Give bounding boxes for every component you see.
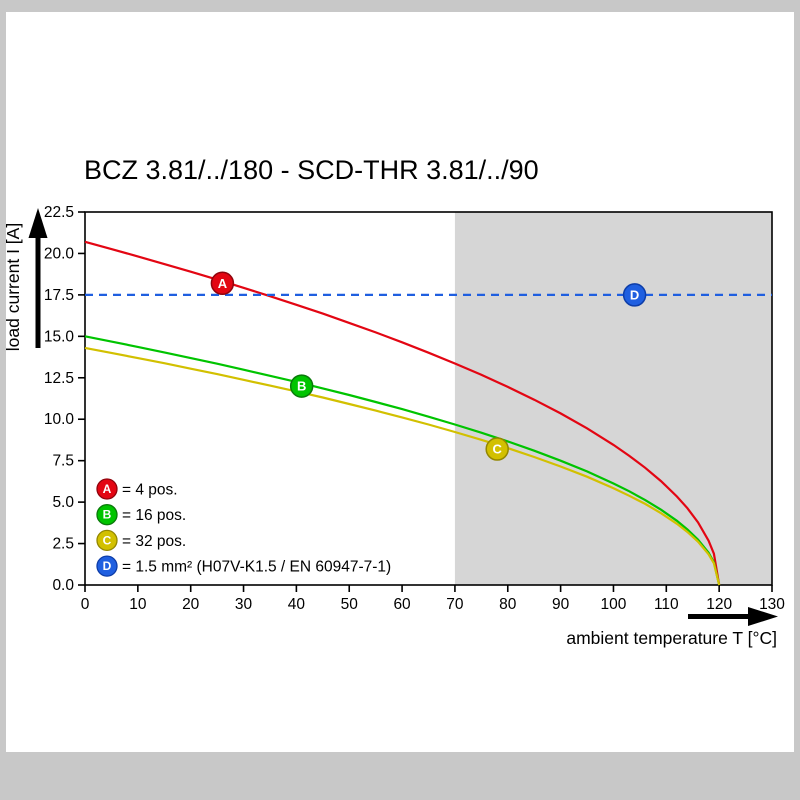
legend-item-B: B = 16 pos. (96, 504, 186, 526)
x-tick-label: 50 (341, 596, 359, 613)
x-tick-label: 20 (182, 596, 200, 613)
legend-B-letter: B (103, 508, 112, 522)
y-tick-label: 15.0 (44, 328, 75, 345)
series-B-curve (84, 335, 721, 586)
y-tick-label: 12.5 (44, 370, 74, 387)
marker-C-letter: C (493, 442, 503, 457)
legend-C-circle (96, 529, 118, 552)
marker-A-circle (210, 271, 235, 296)
shaded-region (454, 212, 772, 585)
legend-D-letter: D (103, 559, 112, 573)
marker-D: D (622, 283, 647, 307)
legend-B-label: = 16 pos. (122, 507, 186, 524)
marker-A: A (210, 271, 235, 296)
x-tick-label: 100 (601, 596, 627, 613)
y-tick-label: 22.5 (44, 204, 74, 221)
marker-B-letter: B (297, 379, 306, 394)
x-tick-label: 10 (129, 596, 147, 613)
x-tick-label: 0 (81, 596, 90, 613)
marker-D-letter: D (630, 287, 639, 302)
x-tick-label: 120 (706, 596, 732, 613)
x-axis-arrow-head (748, 607, 778, 626)
legend-D-label: = 1.5 mm² (H07V-K1.5 / EN 60947-7-1) (122, 559, 391, 576)
x-axis-arrow-shaft (688, 614, 750, 619)
plot-frame (84, 211, 773, 586)
legend-A-circle (96, 478, 118, 500)
legend-A-label: = 4 pos. (122, 482, 178, 499)
marker-B-circle (289, 374, 314, 398)
x-tick-label: 110 (654, 596, 679, 613)
y-tick-label: 10.0 (44, 411, 75, 428)
y-axis-arrow-head (28, 208, 48, 238)
x-tick-label: 40 (288, 596, 306, 613)
y-tick-label: 20.0 (44, 245, 75, 262)
marker-A-letter: A (218, 276, 228, 291)
chart-title: BCZ 3.81/../180 - SCD-THR 3.81/../90 (84, 155, 539, 185)
y-tick-label: 0.0 (52, 577, 74, 594)
x-tick-label: 90 (552, 596, 570, 613)
marker-B: B (289, 374, 314, 398)
x-tick-label: 80 (499, 596, 517, 613)
legend-D-circle (96, 555, 118, 577)
x-tick-label: 70 (446, 596, 464, 613)
legend-item-A: A = 4 pos. (96, 478, 178, 500)
marker-C-circle (485, 437, 509, 461)
marker-C: C (485, 437, 509, 461)
x-axis-title: ambient temperature T [°C] (566, 628, 777, 648)
x-tick-label: 130 (759, 596, 785, 613)
legend-A-letter: A (103, 482, 112, 496)
legend-C-label: = 32 pos. (122, 533, 186, 550)
y-tick-label: 7.5 (52, 453, 74, 470)
x-tick-label: 60 (393, 596, 411, 613)
legend-C-letter: C (103, 533, 112, 547)
y-tick-label: 17.5 (44, 287, 74, 304)
series-C-curve (84, 346, 721, 586)
y-tick-label: 5.0 (52, 494, 74, 511)
legend-B-circle (96, 504, 118, 526)
marker-D-circle (622, 283, 647, 307)
legend-item-D: D = 1.5 mm² (H07V-K1.5 / EN 60947-7-1) (96, 555, 391, 577)
x-tick-label: 30 (235, 596, 253, 613)
y-axis-arrow-shaft (35, 236, 41, 348)
y-axis-title: load current I [A] (3, 223, 23, 351)
y-tick-label: 2.5 (52, 536, 74, 553)
legend-item-C: C = 32 pos. (96, 529, 186, 552)
